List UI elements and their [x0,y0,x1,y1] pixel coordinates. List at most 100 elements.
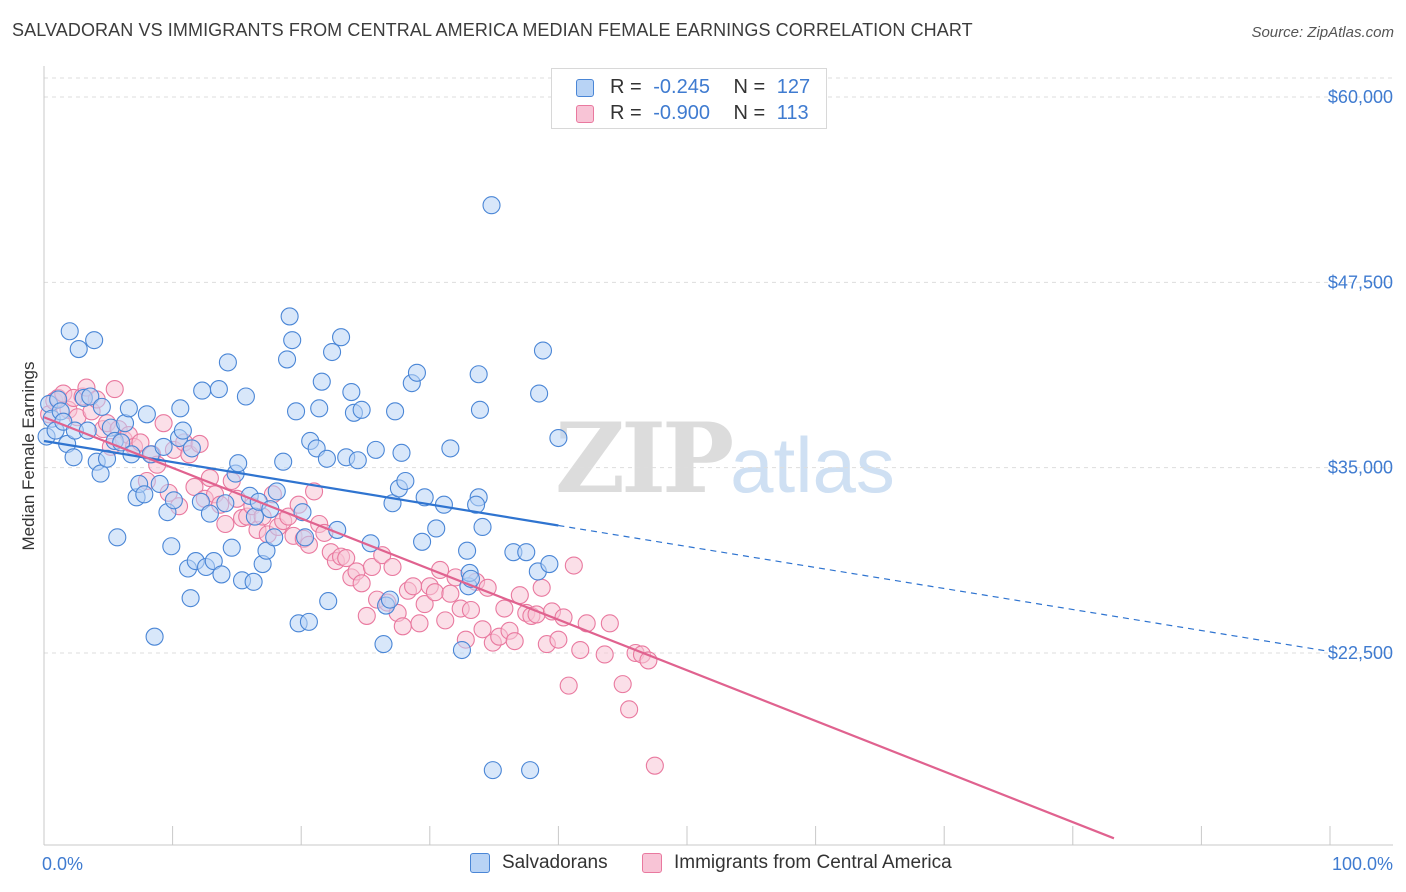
y-axis-label: Median Female Earnings [19,362,38,551]
point-salvadorans [200,504,219,523]
point-immigrants [337,549,356,568]
point-salvadorans [319,592,338,611]
point-immigrants [620,700,639,719]
point-immigrants [362,557,381,577]
legend-n-label: N = [733,76,766,98]
y-tick-label: $60,000 [1328,87,1393,107]
point-salvadorans [407,363,426,382]
point-salvadorans [69,340,88,359]
point-immigrants [404,577,423,596]
legend-r-value: -0.245 [653,76,710,98]
bottom-legend-label: Immigrants from Central America [674,852,952,873]
point-salvadorans [119,399,138,418]
point-immigrants [352,574,371,593]
point-salvadorans [81,387,100,406]
point-salvadorans [458,541,477,560]
trend-lines [43,416,1331,840]
point-salvadorans [257,541,276,560]
point-salvadorans [467,495,486,514]
point-salvadorans [521,761,540,780]
point-salvadorans [173,421,192,440]
point-immigrants [441,584,460,603]
point-salvadorans [135,485,154,504]
trend-salvadorans-dashed [558,524,1331,653]
point-salvadorans [441,439,460,458]
point-salvadorans [396,471,415,491]
point-salvadorans [317,449,336,468]
point-salvadorans [222,538,241,557]
point-immigrants [595,645,614,664]
point-salvadorans [392,443,411,462]
point-salvadorans [216,494,235,513]
point-immigrants [425,583,444,602]
point-salvadorans [115,414,135,433]
point-salvadorans [530,384,549,403]
point-salvadorans [236,387,255,406]
legend-swatch-blue [576,79,594,97]
y-tick-label: $47,500 [1328,272,1393,292]
point-salvadorans [85,331,104,350]
point-salvadorans [342,383,361,402]
point-salvadorans [137,405,156,424]
legend-swatch-pink [576,105,594,123]
point-salvadorans [108,528,127,547]
point-salvadorans [299,612,318,631]
point-salvadorans [352,400,371,419]
point-salvadorans [182,439,201,458]
point-salvadorans [244,572,263,591]
legend-n-value: 127 [776,76,811,98]
point-salvadorans [283,331,302,350]
point-salvadorans [60,322,79,341]
point-salvadorans [265,528,284,547]
point-salvadorans [386,402,405,421]
source-label: Source: ZipAtlas.com [1251,24,1394,41]
y-tick-label: $35,000 [1328,458,1393,478]
trend-salvadorans-solid [43,439,559,527]
point-salvadorans [181,589,200,608]
point-salvadorans [245,507,264,526]
legend-r-label: R = [610,102,642,124]
point-salvadorans [150,474,169,494]
point-salvadorans [473,517,492,537]
point-salvadorans [287,402,306,421]
point-immigrants [410,614,429,633]
y-tick-label: $22,500 [1328,643,1393,663]
point-salvadorans [267,482,286,501]
point-immigrants [495,599,514,618]
point-salvadorans [193,381,212,400]
x-tick-label-start: 0.0% [42,854,83,874]
point-salvadorans [218,353,237,372]
point-salvadorans [280,307,299,326]
point-immigrants [415,595,434,614]
point-salvadorans [323,342,342,362]
correlation-legend: R = -0.245 N = 127 R = -0.900 N = 113 [551,68,827,129]
point-immigrants [532,578,551,597]
point-immigrants [600,614,619,633]
point-immigrants [559,676,578,695]
bottom-legend-label: Salvadorans [502,852,608,873]
point-salvadorans [204,552,223,571]
grid-lines [44,77,1393,654]
legend-n-value: 113 [776,102,809,124]
point-salvadorans [470,400,490,419]
point-immigrants [436,611,455,630]
legend-r-label: R = [610,76,642,98]
point-immigrants [154,414,173,433]
point-salvadorans [380,590,399,609]
point-salvadorans [517,543,536,562]
point-salvadorans [415,488,434,507]
bottom-legend-swatch-blue [470,853,490,873]
point-salvadorans [164,491,183,510]
point-immigrants [393,617,412,636]
point-salvadorans [209,380,228,399]
point-salvadorans [469,365,488,384]
point-immigrants [571,640,590,660]
point-salvadorans [154,437,173,456]
point-salvadorans [274,452,293,471]
legend-r-value: -0.900 [653,102,710,124]
series-salvadorans-points [37,196,568,780]
point-salvadorans [296,528,315,547]
trend-immigrants [43,416,1115,840]
point-salvadorans [348,451,367,470]
